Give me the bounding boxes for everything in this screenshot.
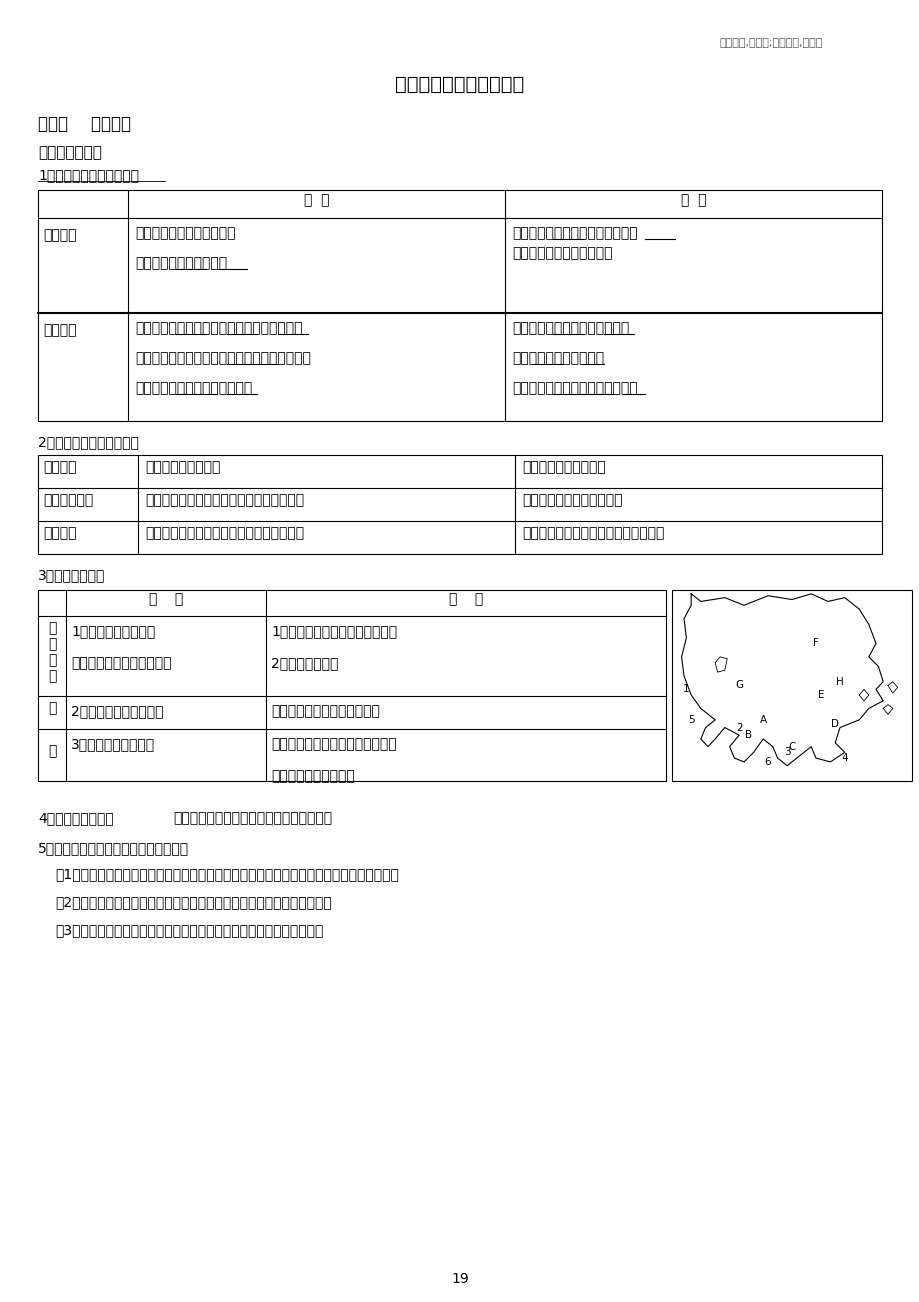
Text: 以平原为主，平均海拔最低: 以平原为主，平均海拔最低 xyxy=(521,493,622,508)
Text: 欧洲北临北冰洋，西临大西洋，: 欧洲北临北冰洋，西临大西洋， xyxy=(512,322,629,335)
Text: H: H xyxy=(835,677,843,686)
Text: 特: 特 xyxy=(48,654,56,667)
Text: 以高原、山地为主，平均海拔仅次于南极洲: 以高原、山地为主，平均海拔仅次于南极洲 xyxy=(145,493,304,508)
Text: （3）从地形看：阿尔卑斯山脉东西走向，对海洋气流深入起引导作用。: （3）从地形看：阿尔卑斯山脉东西走向，对海洋气流深入起引导作用。 xyxy=(55,923,323,937)
Bar xyxy=(38,454,881,553)
Text: 西南隔直布罗陀海峡与非洲相望。: 西南隔直布罗陀海峡与非洲相望。 xyxy=(512,381,637,395)
Text: 候: 候 xyxy=(48,637,56,651)
Text: 温带海洋性气候和地中海气候分布最典型。: 温带海洋性气候和地中海气候分布最典型。 xyxy=(173,811,332,825)
Text: （除温带海洋性气候以外）: （除温带海洋性气候以外） xyxy=(71,656,171,671)
Text: 海陆热力差异最显著。: 海陆热力差异最显著。 xyxy=(271,769,355,783)
Text: 2: 2 xyxy=(735,723,742,733)
Text: 征: 征 xyxy=(48,743,56,758)
Bar xyxy=(38,190,881,421)
Text: 海陆位置: 海陆位置 xyxy=(43,323,76,337)
Text: （1）从纬度位置看：位于北温带，受来自大西洋温暖湿润的西风影响和北大西洋暖流作用。: （1）从纬度位置看：位于北温带，受来自大西洋温暖湿润的西风影响和北大西洋暖流作用… xyxy=(55,867,399,881)
Text: G: G xyxy=(734,681,743,690)
Text: 业精于勤,荒于嬉;行成于思,毁于随: 业精于勤,荒于嬉;行成于思,毁于随 xyxy=(720,38,823,48)
Text: 1、亚洲、欧洲的地理位置: 1、亚洲、欧洲的地理位置 xyxy=(38,168,139,182)
Text: （2）从海陆位置看：西临大西洋，大陆轮廓破碎，海洋影响可深入内陆；: （2）从海陆位置看：西临大西洋，大陆轮廓破碎，海洋影响可深入内陆； xyxy=(55,894,332,909)
Text: 初一下册地理知识点总结: 初一下册地理知识点总结 xyxy=(395,76,524,94)
Text: 位于亚欧大陆东部，东临太平洋，: 位于亚欧大陆东部，东临太平洋， xyxy=(271,737,396,751)
Text: 5、欧洲温带海洋性气候分布广泛原因：: 5、欧洲温带海洋性气候分布广泛原因： xyxy=(38,841,189,855)
Text: 高原山地分布在中部，平原分布在大陆周围: 高原山地分布在中部，平原分布在大陆周围 xyxy=(145,526,304,540)
Text: 2、亚洲、欧洲的地形特征: 2、亚洲、欧洲的地形特征 xyxy=(38,435,139,449)
Text: 1: 1 xyxy=(682,685,689,694)
Text: D: D xyxy=(830,719,838,729)
Text: 纬度位置: 纬度位置 xyxy=(43,228,76,242)
Text: 4、欧洲气候特点：: 4、欧洲气候特点： xyxy=(38,811,114,825)
Text: 主要地形类型: 主要地形类型 xyxy=(43,493,93,508)
Text: 6: 6 xyxy=(764,756,770,767)
Text: 3）、季风气候显著。: 3）、季风气候显著。 xyxy=(71,737,155,751)
Text: 南临地中海，东邻亚洲，: 南临地中海，东邻亚洲， xyxy=(512,352,604,365)
Text: 全部位于北半球，绝大部分位于东: 全部位于北半球，绝大部分位于东 xyxy=(512,227,637,240)
Text: 亚洲面积最大，内陆面积大。: 亚洲面积最大，内陆面积大。 xyxy=(271,704,380,717)
Bar xyxy=(671,590,911,781)
Bar xyxy=(38,590,665,781)
Text: 2）、大陆性特征显著；: 2）、大陆性特征显著； xyxy=(71,704,164,717)
Text: 亚  洲: 亚 洲 xyxy=(303,193,329,207)
Text: 地势南北高，中间低。: 地势南北高，中间低。 xyxy=(521,461,605,474)
Text: 2、地形复杂多样: 2、地形复杂多样 xyxy=(271,656,338,671)
Text: 气: 气 xyxy=(48,621,56,635)
Text: 欧  洲: 欧 洲 xyxy=(680,193,706,207)
Text: 东北隔白令海峡与北美洲相望。: 东北隔白令海峡与北美洲相望。 xyxy=(135,381,252,395)
Text: 征: 征 xyxy=(48,669,56,684)
Text: B: B xyxy=(744,730,752,740)
Text: 半球；跨北温带和北寒带；: 半球；跨北温带和北寒带； xyxy=(512,246,612,260)
Text: 地势中部高，四周低: 地势中部高，四周低 xyxy=(145,461,221,474)
Text: 5: 5 xyxy=(687,715,694,725)
Text: 1）、气候复杂多样；: 1）、气候复杂多样； xyxy=(71,624,155,638)
Text: 主要位于东半球和北半球: 主要位于东半球和北半球 xyxy=(135,256,227,270)
Text: 西与欧洲相连，西南以苏伊士运河与非洲为邻，: 西与欧洲相连，西南以苏伊士运河与非洲为邻， xyxy=(135,352,311,365)
Text: 19: 19 xyxy=(450,1272,469,1286)
Text: F: F xyxy=(812,638,818,648)
Text: 特: 特 xyxy=(48,702,56,716)
Text: 原    因: 原 因 xyxy=(448,592,482,605)
Text: 3、亚洲气候特征: 3、亚洲气候特征 xyxy=(38,568,106,582)
Text: 1、跨纬度广，跨热、温、寒三带: 1、跨纬度广，跨热、温、寒三带 xyxy=(271,624,397,638)
Text: 亚洲东临太平洋，北临北冰洋，南临印度洋，: 亚洲东临太平洋，北临北冰洋，南临印度洋， xyxy=(135,322,302,335)
Text: A: A xyxy=(759,715,766,725)
Text: E: E xyxy=(817,690,823,700)
Text: 亚    洲: 亚 洲 xyxy=(149,592,183,605)
Text: C: C xyxy=(788,742,795,751)
Text: 第一章    认识大洲: 第一章 认识大洲 xyxy=(38,115,130,133)
Text: 一、亚洲及欧洲: 一、亚洲及欧洲 xyxy=(38,145,102,160)
Text: 3: 3 xyxy=(783,747,789,758)
Text: 4: 4 xyxy=(841,753,847,763)
Text: 跨北寒带、北温带、热带；: 跨北寒带、北温带、热带； xyxy=(135,227,235,240)
Text: 地势特征: 地势特征 xyxy=(43,461,76,474)
Text: 山地分布在南北两侧，平原分布在中部: 山地分布在南北两侧，平原分布在中部 xyxy=(521,526,664,540)
Text: 地形分布: 地形分布 xyxy=(43,526,76,540)
